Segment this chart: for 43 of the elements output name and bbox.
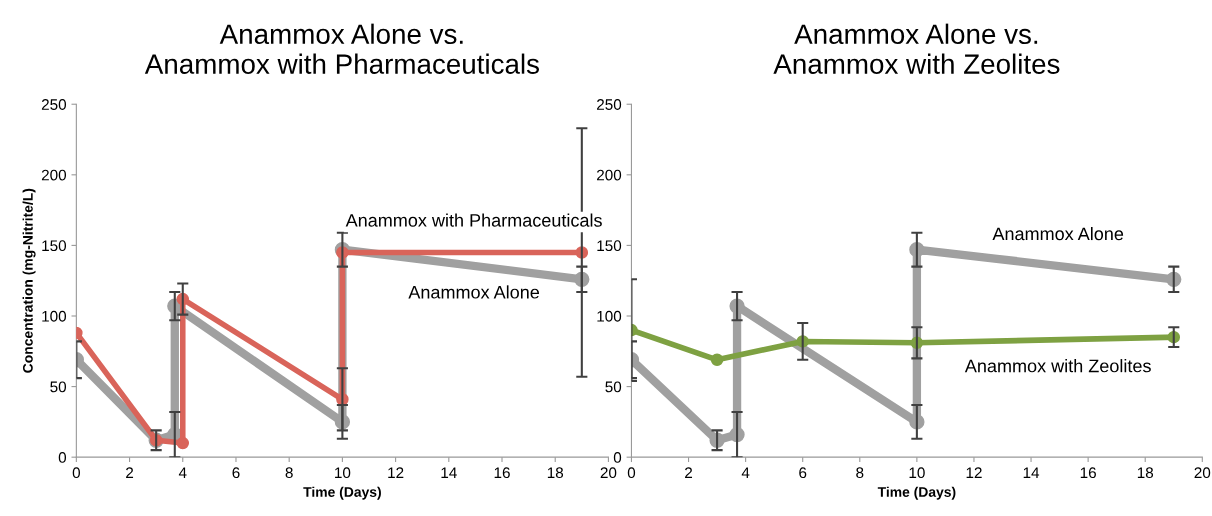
x-tick-label: 4 <box>741 467 750 478</box>
y-tick-label: 0 <box>58 452 67 463</box>
x-tick-label: 6 <box>232 467 240 479</box>
y-axis-title: Concentration (mg-Nitrite/L) <box>22 188 36 373</box>
x-tick-label: 8 <box>856 467 864 479</box>
x-tick-label: 16 <box>494 467 510 479</box>
chart-title: Anammox Alone vs. Anammox with Pharmaceuticals <box>144 23 539 74</box>
series-label: Anammox with Zeolites <box>964 359 1151 373</box>
series-label: Anammox Alone <box>408 285 540 299</box>
x-axis-title: Time (Days) <box>303 486 381 500</box>
x-axis-title: Time (Days) <box>877 486 956 500</box>
x-tick-label: 12 <box>966 467 982 478</box>
x-tick-label: 4 <box>178 467 187 478</box>
y-tick-label: 50 <box>50 381 67 393</box>
x-tick-label: 18 <box>1137 467 1154 479</box>
x-tick-label: 12 <box>388 467 404 478</box>
x-tick-label: 14 <box>441 467 457 478</box>
y-tick-label: 200 <box>41 169 67 181</box>
x-tick-label: 2 <box>126 467 134 478</box>
x-tick-label: 14 <box>1023 467 1040 478</box>
x-tick-label: 18 <box>547 467 564 479</box>
x-tick-label: 0 <box>627 467 636 479</box>
y-tick-label: 250 <box>597 99 622 110</box>
x-tick-label: 8 <box>285 467 293 479</box>
x-tick-label: 20 <box>1194 467 1211 479</box>
x-tick-label: 16 <box>1080 467 1096 479</box>
series-label: Anammox with Pharmaceuticals <box>345 213 602 227</box>
chart-title: Anammox Alone vs. Anammox with Zeolites <box>773 23 1060 74</box>
y-tick-label: 100 <box>42 310 67 322</box>
y-tick-label: 250 <box>41 99 67 110</box>
y-tick-label: 0 <box>613 452 622 463</box>
y-tick-label: 200 <box>597 169 622 181</box>
y-tick-label: 150 <box>42 240 67 252</box>
x-tick-label: 10 <box>335 467 351 479</box>
x-tick-label: 10 <box>909 467 925 479</box>
y-tick-label: 100 <box>597 310 622 322</box>
y-tick-label: 50 <box>605 381 622 393</box>
x-tick-label: 0 <box>72 467 81 479</box>
y-tick-label: 150 <box>597 240 622 252</box>
x-tick-label: 20 <box>600 467 617 479</box>
x-tick-label: 6 <box>799 467 807 479</box>
series-label: Anammox Alone <box>992 226 1124 241</box>
x-tick-label: 2 <box>685 467 693 478</box>
